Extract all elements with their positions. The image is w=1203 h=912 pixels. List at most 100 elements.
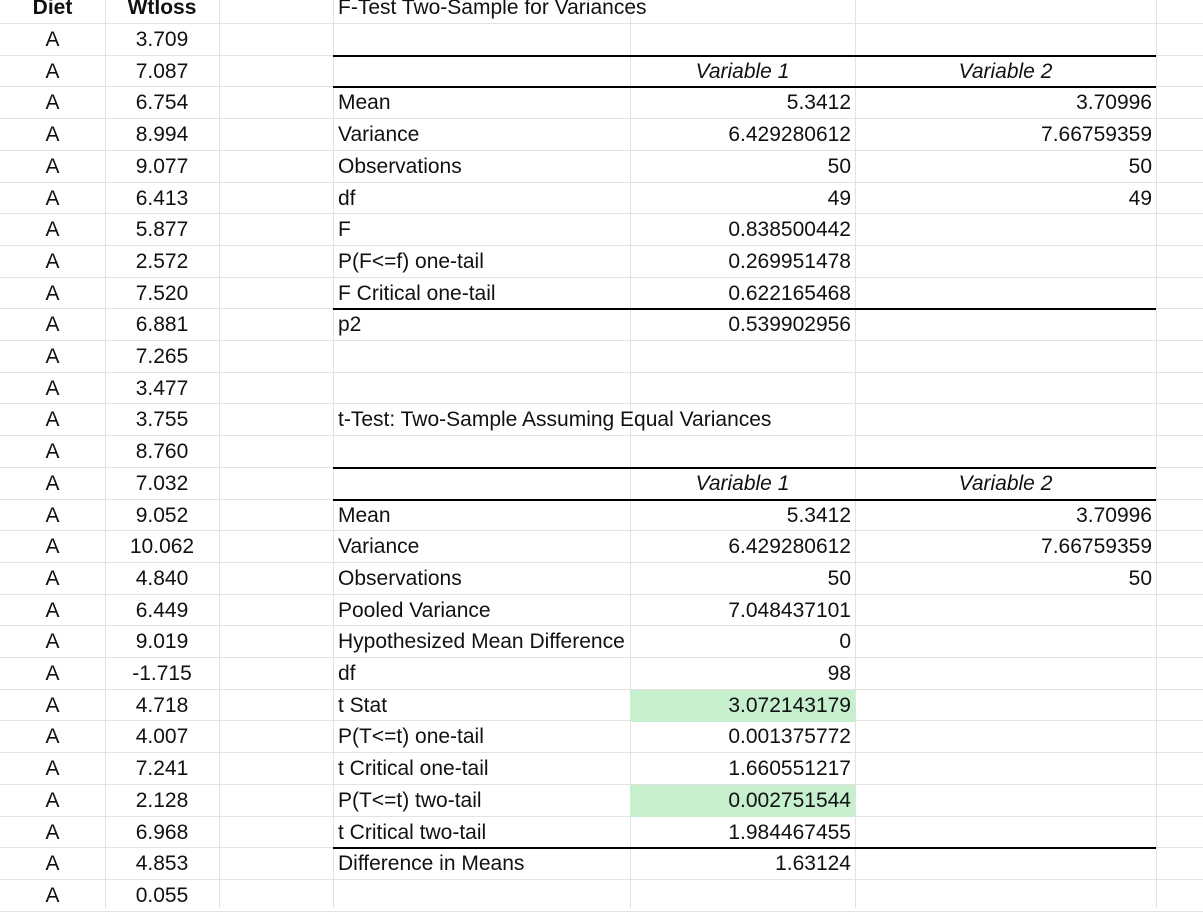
ttest-row-label[interactable]: P(T<=t) two-tail [338, 789, 482, 812]
ftest-row-value2[interactable] [855, 278, 1156, 310]
ttest-row-label[interactable]: Mean [338, 504, 391, 527]
wtloss-cell[interactable]: 7.087 [135, 60, 189, 83]
wtloss-cell[interactable]: 10.062 [129, 535, 195, 558]
diet-cell[interactable]: A [45, 91, 60, 114]
header-wtloss[interactable]: Wtloss [127, 0, 197, 19]
diet-cell[interactable]: A [45, 282, 60, 305]
ttest-extra-label[interactable]: Difference in Means [338, 852, 525, 875]
ttest-row-label[interactable]: Pooled Variance [338, 599, 491, 622]
diet-cell[interactable]: A [45, 187, 60, 210]
ftest-row-value1[interactable]: 50 [827, 155, 851, 178]
ttest-row-value1[interactable]: 6.429280612 [728, 535, 851, 558]
ftest-row-value2[interactable]: 49 [1128, 187, 1152, 210]
diet-cell[interactable]: A [45, 28, 60, 51]
ftest-row-value2[interactable]: 3.70996 [1076, 91, 1152, 114]
diet-cell[interactable]: A [45, 472, 60, 495]
ftest-row-value1[interactable]: 49 [827, 187, 851, 210]
ttest-row-value2[interactable]: 3.70996 [1076, 504, 1152, 527]
ttest-row-value2[interactable] [855, 658, 1156, 690]
ftest-row-label[interactable]: Observations [338, 155, 462, 178]
ftest-row-value1[interactable]: 5.3412 [786, 91, 851, 114]
ttest-row-value2[interactable] [855, 721, 1156, 753]
diet-cell[interactable]: A [45, 662, 60, 685]
wtloss-cell[interactable]: 4.840 [135, 567, 189, 590]
ttest-row-label[interactable]: t Critical two-tail [338, 821, 487, 844]
diet-cell[interactable]: A [45, 440, 60, 463]
ftest-row-value1[interactable]: 0.838500442 [728, 218, 851, 241]
wtloss-cell[interactable]: 6.968 [135, 821, 189, 844]
ttest-row-value2[interactable] [855, 817, 1156, 849]
ftest-extra-label[interactable]: p2 [338, 313, 362, 336]
ftest-row-value2[interactable]: 50 [1128, 155, 1152, 178]
diet-cell[interactable]: A [45, 694, 60, 717]
ftest-extra-value[interactable]: 0.539902956 [728, 313, 851, 336]
wtloss-cell[interactable]: 7.032 [135, 472, 189, 495]
ttest-row-value1[interactable]: 1.984467455 [728, 821, 851, 844]
ttest-title[interactable]: t-Test: Two-Sample Assuming Equal Varian… [338, 408, 772, 431]
wtloss-cell[interactable]: 3.755 [135, 408, 189, 431]
wtloss-cell[interactable]: 0.055 [135, 884, 189, 907]
ttest-row-value1[interactable]: 50 [827, 567, 851, 590]
wtloss-cell[interactable]: 4.853 [135, 852, 189, 875]
ftest-row-label[interactable]: P(F<=f) one-tail [338, 250, 484, 273]
ttest-extra-value[interactable]: 1.63124 [775, 852, 851, 875]
wtloss-cell[interactable]: 4.718 [135, 694, 189, 717]
ttest-row-value1[interactable]: 3.072143179 [630, 690, 855, 722]
ttest-row-value2[interactable] [855, 595, 1156, 627]
ttest-col2-header[interactable]: Variable 2 [958, 472, 1053, 495]
diet-cell[interactable]: A [45, 377, 60, 400]
ttest-row-value1[interactable]: 5.3412 [786, 504, 851, 527]
ftest-row-value1[interactable]: 0.622165468 [728, 282, 851, 305]
ftest-row-label[interactable]: F Critical one-tail [338, 282, 496, 305]
ftest-row-label[interactable]: F [338, 218, 351, 241]
ttest-row-label[interactable]: Observations [338, 567, 462, 590]
ftest-row-value1[interactable]: 0.269951478 [728, 250, 851, 273]
ftest-col2-header[interactable]: Variable 2 [958, 60, 1053, 83]
wtloss-cell[interactable]: 3.477 [135, 377, 189, 400]
diet-cell[interactable]: A [45, 123, 60, 146]
wtloss-cell[interactable]: -1.715 [132, 662, 192, 685]
diet-cell[interactable]: A [45, 535, 60, 558]
wtloss-cell[interactable]: 2.128 [135, 789, 189, 812]
wtloss-cell[interactable]: 6.754 [135, 91, 189, 114]
diet-cell[interactable]: A [45, 504, 60, 527]
ttest-row-value1[interactable]: 0 [839, 630, 851, 653]
wtloss-cell[interactable]: 7.241 [135, 757, 189, 780]
ttest-row-value1[interactable]: 0.001375772 [728, 725, 851, 748]
ttest-row-value2[interactable] [855, 626, 1156, 658]
ftest-row-value2[interactable]: 7.66759359 [1041, 123, 1152, 146]
wtloss-cell[interactable]: 6.413 [135, 187, 189, 210]
wtloss-cell[interactable]: 5.877 [135, 218, 189, 241]
wtloss-cell[interactable]: 6.881 [135, 313, 189, 336]
wtloss-cell[interactable]: 9.077 [135, 155, 189, 178]
ttest-row-value2[interactable] [855, 753, 1156, 785]
ftest-title[interactable]: F-Test Two-Sample for Variances [338, 0, 647, 19]
ttest-row-value1[interactable]: 7.048437101 [728, 599, 851, 622]
ttest-row-value1[interactable]: 1.660551217 [728, 757, 851, 780]
ttest-row-value2[interactable]: 50 [1128, 567, 1152, 590]
diet-cell[interactable]: A [45, 60, 60, 83]
diet-cell[interactable]: A [45, 567, 60, 590]
diet-cell[interactable]: A [45, 599, 60, 622]
diet-cell[interactable]: A [45, 630, 60, 653]
diet-cell[interactable]: A [45, 313, 60, 336]
ftest-row-value2[interactable] [855, 246, 1156, 278]
ttest-row-label[interactable]: P(T<=t) one-tail [338, 725, 484, 748]
diet-cell[interactable]: A [45, 408, 60, 431]
ttest-row-value1[interactable]: 0.002751544 [630, 785, 855, 817]
header-diet[interactable]: Diet [32, 0, 73, 19]
wtloss-cell[interactable]: 7.265 [135, 345, 189, 368]
diet-cell[interactable]: A [45, 725, 60, 748]
wtloss-cell[interactable]: 9.052 [135, 504, 189, 527]
wtloss-cell[interactable]: 6.449 [135, 599, 189, 622]
ttest-row-label[interactable]: t Stat [338, 694, 388, 717]
ttest-row-value1[interactable]: 98 [827, 662, 851, 685]
wtloss-cell[interactable]: 7.520 [135, 282, 189, 305]
diet-cell[interactable]: A [45, 155, 60, 178]
ftest-row-value2[interactable] [855, 214, 1156, 246]
diet-cell[interactable]: A [45, 821, 60, 844]
ftest-col1-header[interactable]: Variable 1 [695, 60, 790, 83]
diet-cell[interactable]: A [45, 852, 60, 875]
ttest-row-value2[interactable]: 7.66759359 [1041, 535, 1152, 558]
diet-cell[interactable]: A [45, 345, 60, 368]
